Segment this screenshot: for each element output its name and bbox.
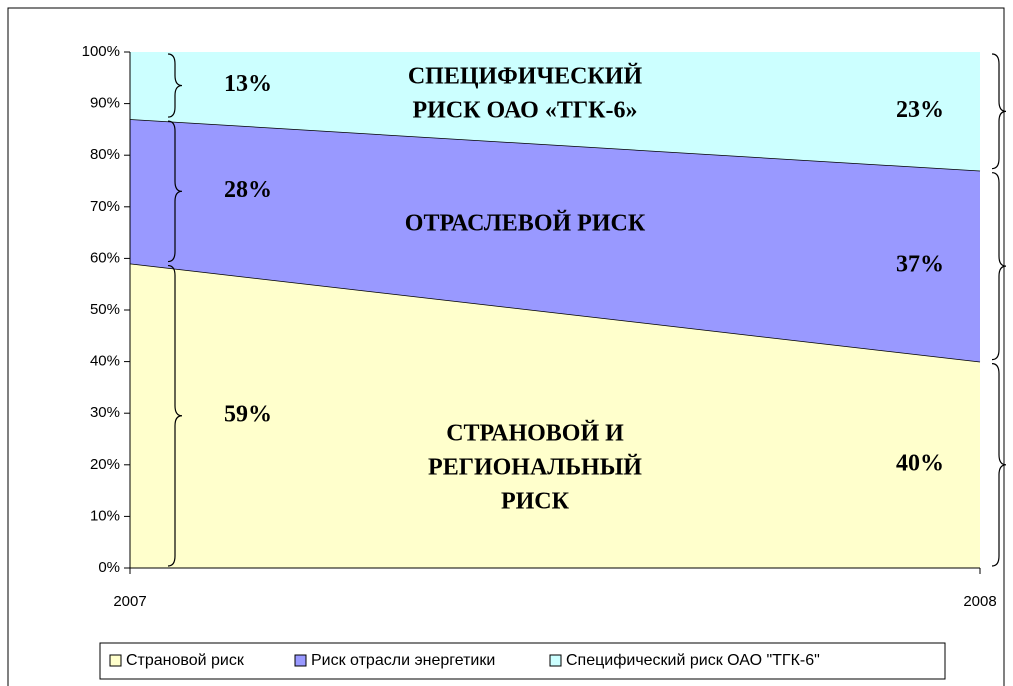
area <box>130 263 980 568</box>
brace <box>991 172 1007 361</box>
region-label: РЕГИОНАЛЬНЫЙ <box>428 455 642 481</box>
legend-label: Страновой риск <box>126 652 245 669</box>
value-label: 40% <box>896 450 944 476</box>
y-tick-label: 30% <box>90 404 120 421</box>
region-label: РИСК ОАО «ТГК-6» <box>412 98 637 124</box>
value-label: 13% <box>224 71 272 97</box>
value-label: 23% <box>896 97 944 123</box>
y-tick-label: 20% <box>90 456 120 473</box>
legend-swatch <box>109 654 122 667</box>
value-label: 28% <box>224 177 272 203</box>
legend-swatch <box>294 654 307 667</box>
y-tick-label: 60% <box>90 249 120 266</box>
x-tick-label: 2007 <box>113 593 146 610</box>
y-tick-label: 0% <box>98 559 120 576</box>
region-label: СПЕЦИФИЧЕСКИЙ <box>408 64 643 90</box>
y-tick-label: 50% <box>90 301 120 318</box>
region-label: ОТРАСЛЕВОЙ РИСК <box>405 211 646 237</box>
region-label: РИСК <box>501 489 570 515</box>
legend-swatch <box>549 654 562 667</box>
value-label: 59% <box>224 401 272 427</box>
y-tick-label: 70% <box>90 198 120 215</box>
x-tick-label: 2008 <box>963 593 996 610</box>
y-tick-label: 100% <box>82 43 120 60</box>
legend-box <box>99 642 946 680</box>
y-tick-label: 40% <box>90 353 120 370</box>
brace <box>167 264 183 567</box>
value-label: 37% <box>896 252 944 278</box>
y-tick-label: 10% <box>90 507 120 524</box>
area <box>130 119 980 362</box>
area-edge <box>129 118 981 172</box>
brace <box>991 53 1007 170</box>
y-tick-label: 80% <box>90 146 120 163</box>
y-tick-label: 90% <box>90 95 120 112</box>
brace <box>167 53 183 118</box>
legend-label: Специфический риск ОАО "ТГК-6" <box>566 652 820 669</box>
area <box>130 52 980 171</box>
legend-label: Риск отрасли энергетики <box>311 652 495 669</box>
brace <box>991 363 1007 567</box>
region-label: СТРАНОВОЙ И <box>446 421 624 447</box>
brace <box>167 120 183 263</box>
